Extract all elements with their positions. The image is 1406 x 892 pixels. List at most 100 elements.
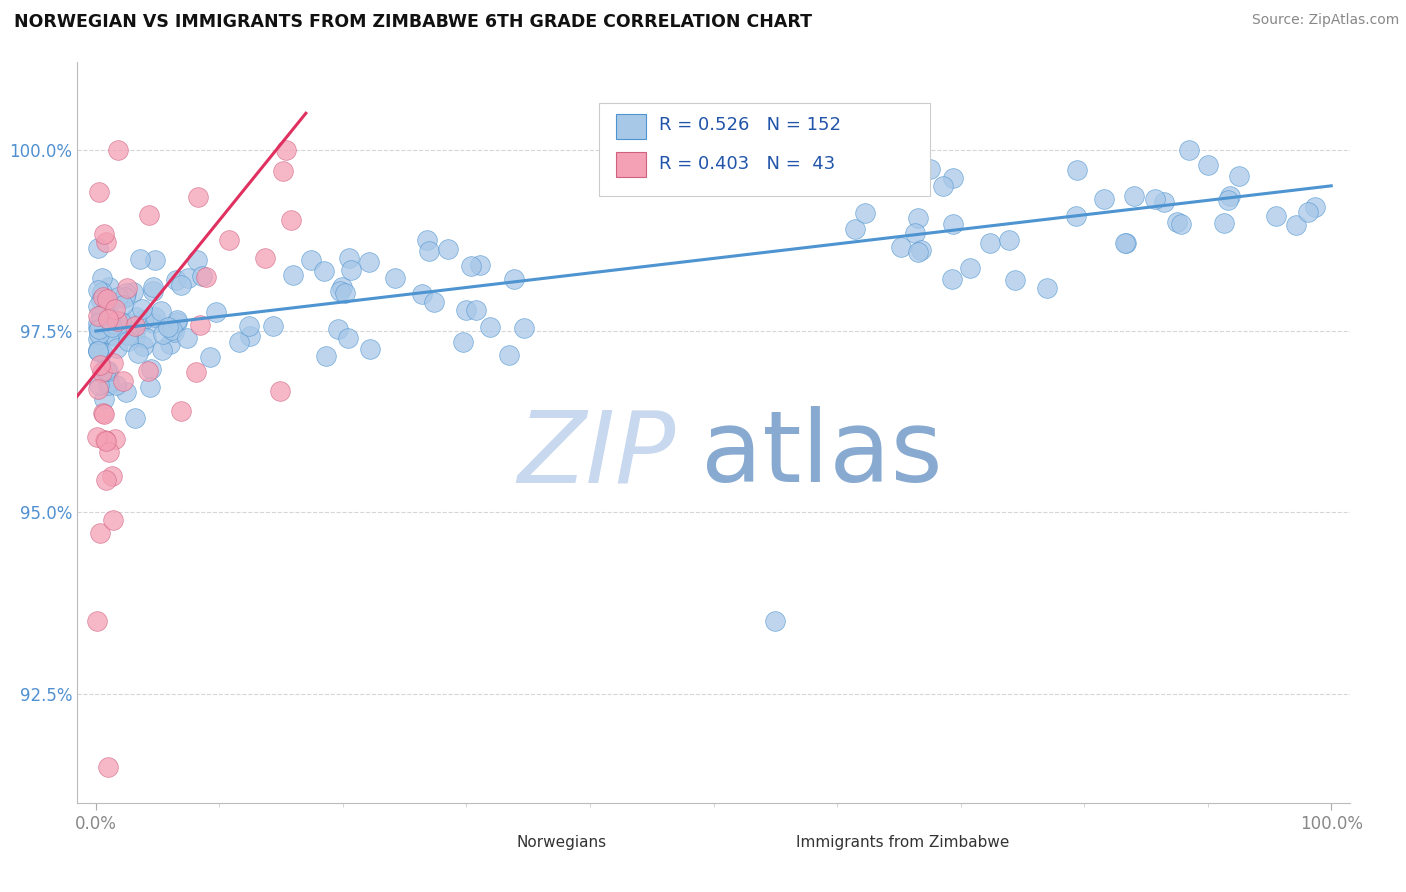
Point [107, 143, 129, 157]
Point [384, 270, 406, 285]
Point [101, 514, 124, 528]
Text: Norwegians: Norwegians [516, 835, 606, 850]
Point [124, 411, 146, 425]
Point [87, 378, 110, 392]
Point [90, 313, 112, 327]
FancyBboxPatch shape [616, 152, 647, 178]
Point [191, 268, 214, 283]
Point [104, 377, 127, 392]
Point [125, 310, 148, 324]
Point [87, 326, 110, 341]
Point [1004, 273, 1026, 287]
Point [105, 314, 128, 328]
Point [200, 350, 222, 364]
Point [205, 305, 228, 319]
Point [87, 343, 110, 357]
Point [907, 211, 929, 225]
Point [110, 315, 132, 329]
Point [93, 362, 115, 376]
Point [437, 242, 460, 256]
Point [1064, 209, 1087, 223]
Point [112, 298, 135, 312]
Point [135, 331, 157, 345]
Point [87, 321, 110, 335]
Point [115, 316, 138, 330]
Point [107, 290, 129, 304]
Point [89, 359, 111, 373]
Point [127, 345, 149, 359]
Point [124, 329, 146, 343]
Point [959, 261, 981, 276]
Point [1265, 209, 1288, 223]
Point [165, 272, 187, 286]
Point [451, 334, 474, 349]
Point [176, 331, 198, 345]
Point [1092, 193, 1115, 207]
Point [186, 365, 208, 379]
Text: NORWEGIAN VS IMMIGRANTS FROM ZIMBABWE 6TH GRADE CORRELATION CHART: NORWEGIAN VS IMMIGRANTS FROM ZIMBABWE 6T… [14, 13, 813, 31]
Point [97, 445, 120, 459]
Point [239, 329, 262, 343]
Point [1296, 205, 1319, 219]
Point [253, 251, 276, 265]
Text: R = 0.403   N =  43: R = 0.403 N = 43 [659, 155, 835, 173]
Point [1170, 218, 1192, 232]
Point [98, 311, 121, 326]
Point [904, 226, 927, 240]
Point [942, 171, 965, 186]
Point [87, 344, 110, 359]
Point [127, 318, 149, 333]
Point [1114, 235, 1136, 250]
Point [105, 342, 128, 356]
Point [159, 337, 181, 351]
Point [136, 364, 159, 378]
Point [90, 308, 112, 322]
Point [128, 252, 150, 266]
Point [920, 162, 942, 177]
Point [357, 255, 380, 269]
Point [138, 208, 160, 222]
Point [93, 227, 115, 241]
Point [97, 375, 120, 389]
Point [91, 365, 114, 379]
Point [1122, 189, 1144, 203]
Point [94, 363, 117, 377]
Point [87, 344, 110, 359]
Point [274, 143, 297, 157]
Point [1285, 218, 1308, 232]
Point [194, 270, 217, 285]
Point [337, 331, 360, 345]
Point [1229, 169, 1251, 183]
Point [87, 322, 110, 336]
Point [93, 406, 115, 420]
FancyBboxPatch shape [758, 833, 786, 853]
Point [91, 285, 114, 299]
Text: atlas: atlas [700, 407, 942, 503]
Point [87, 241, 110, 255]
Point [94, 434, 117, 448]
Point [90, 293, 112, 307]
FancyBboxPatch shape [599, 103, 929, 195]
Point [131, 301, 153, 316]
Point [170, 404, 193, 418]
Text: ZIP: ZIP [517, 407, 675, 503]
Point [115, 384, 138, 399]
Point [228, 335, 250, 350]
Point [142, 284, 165, 298]
Point [465, 302, 488, 317]
Point [110, 314, 132, 328]
Point [93, 392, 115, 406]
Point [94, 433, 117, 447]
Point [166, 315, 188, 329]
Point [280, 212, 302, 227]
Point [96, 293, 118, 307]
Point [93, 305, 115, 319]
Text: Immigrants from Zimbabwe: Immigrants from Zimbabwe [796, 835, 1010, 850]
Point [1303, 200, 1326, 214]
Point [117, 334, 139, 348]
Point [312, 263, 335, 277]
Point [115, 281, 138, 295]
Point [152, 326, 174, 341]
Point [1066, 162, 1088, 177]
Text: R = 0.526   N = 152: R = 0.526 N = 152 [659, 116, 841, 135]
